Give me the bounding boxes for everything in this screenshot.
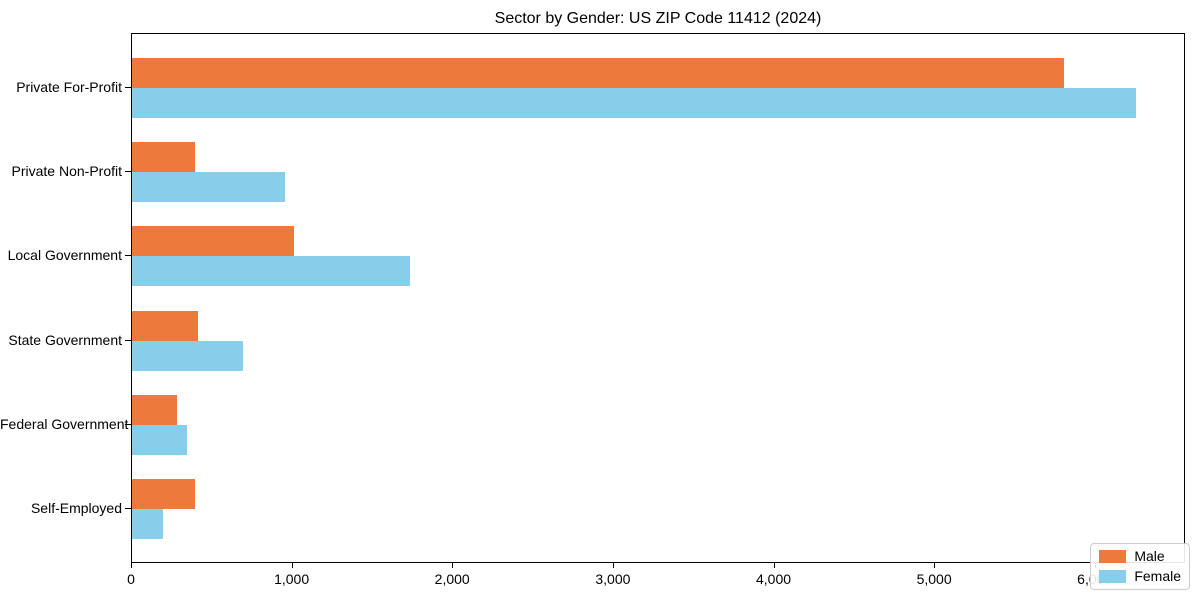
y-tick-mark-private-non-profit: [125, 171, 131, 173]
male-bar-local-government: [132, 226, 295, 257]
male-bar-private-for-profit: [132, 58, 1064, 88]
x-tick-label-4000: 4,000: [755, 571, 792, 587]
female-bar-federal-government: [132, 424, 187, 455]
female-bar-local-government: [132, 256, 410, 287]
female-bar-private-for-profit: [132, 88, 1136, 118]
male-bar-self-employed: [132, 479, 195, 509]
y-axis-label-self-employed: Self-Employed: [30, 500, 122, 516]
female-bar-state-government: [132, 340, 243, 371]
x-tick-mark-5000: [934, 563, 936, 568]
y-axis-label-private-non-profit: Private Non-Profit: [11, 163, 122, 180]
female-legend-swatch: [1099, 570, 1127, 583]
y-axis-label-private-for-profit: Private For-Profit: [16, 79, 122, 95]
y-axis-label-federal-government: Federal Government: [0, 415, 129, 432]
x-tick-mark-2000: [452, 563, 454, 568]
legend-entry-male: Male: [1099, 549, 1181, 564]
x-tick-mark-4000: [773, 563, 775, 568]
y-tick-mark-state-government: [125, 339, 131, 341]
y-tick-mark-federal-government: [125, 423, 131, 425]
male-legend-swatch: [1099, 550, 1127, 563]
x-tick-mark-3000: [612, 563, 614, 568]
x-tick-label-5000: 5,000: [916, 571, 952, 587]
y-tick-mark-private-for-profit: [125, 87, 131, 88]
female-bar-self-employed: [132, 509, 163, 539]
male-bar-state-government: [132, 310, 198, 341]
male-bar-private-non-profit: [132, 142, 195, 173]
x-tick-label-1000: 1,000: [274, 571, 310, 587]
female-bar-private-non-profit: [132, 172, 285, 203]
plot-area: [131, 33, 1185, 563]
y-axis-label-state-government: State Government: [8, 331, 122, 348]
legend-entry-female: Female: [1099, 569, 1181, 584]
legend: Male Female: [1090, 543, 1190, 590]
x-tick-label-2000: 2,000: [434, 571, 470, 587]
y-tick-mark-local-government: [125, 255, 131, 257]
y-axis-label-local-government: Local Government: [7, 247, 122, 264]
x-tick-mark-1000: [291, 563, 293, 568]
x-tick-mark-0: [131, 563, 132, 568]
male-legend-label: Male: [1134, 548, 1165, 564]
y-tick-mark-self-employed: [125, 508, 131, 509]
female-legend-label: Female: [1134, 568, 1181, 584]
x-tick-label-3000: 3,000: [595, 571, 631, 587]
male-bar-federal-government: [132, 394, 177, 425]
chart-title: Sector by Gender: US ZIP Code 11412 (202…: [494, 10, 822, 27]
x-tick-label-0: 0: [127, 571, 135, 587]
